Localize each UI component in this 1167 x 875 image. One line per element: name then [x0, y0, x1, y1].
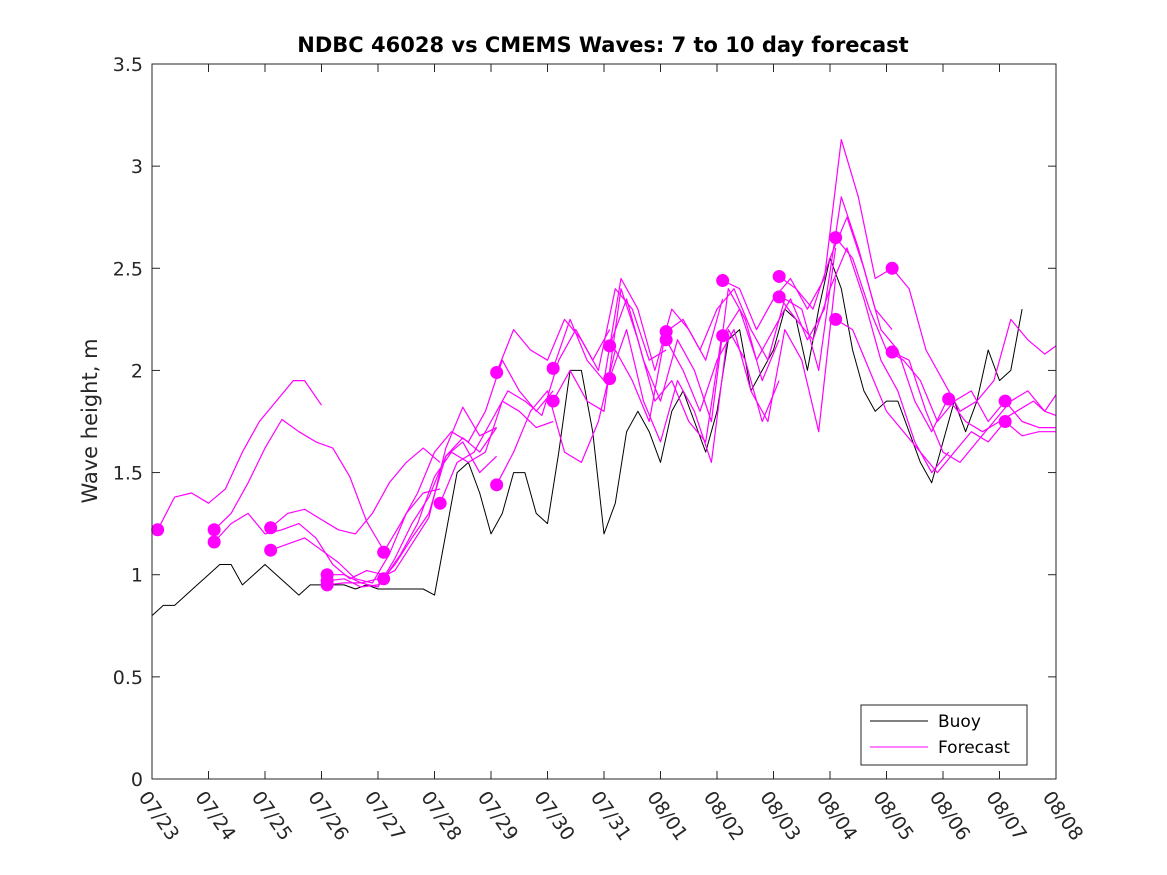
forecast-start-marker — [772, 269, 786, 283]
plot-area — [151, 63, 1057, 780]
legend-box — [860, 704, 1028, 766]
legend-forecast-label: Forecast — [938, 738, 1010, 758]
forecast-start-marker — [659, 333, 673, 347]
forecast-line-2 — [213, 418, 385, 551]
forecast-start-marker — [998, 415, 1012, 428]
legend: Buoy Forecast — [860, 704, 1028, 766]
forecast-start-marker — [885, 345, 899, 359]
forecast-start-marker — [603, 372, 617, 386]
forecast-line-9 — [383, 359, 554, 553]
forecast-series-layer — [157, 139, 1057, 588]
forecast-start-marker — [433, 496, 447, 510]
y-axis-label: Wave height, m — [78, 338, 102, 503]
forecast-start-marker — [264, 521, 278, 535]
forecast-marker-layer — [151, 231, 1012, 592]
forecast-line-18 — [665, 247, 837, 371]
forecast-start-marker — [490, 365, 504, 379]
forecast-start-marker — [151, 523, 165, 537]
forecast-start-marker — [772, 290, 786, 304]
forecast-line-22 — [778, 216, 950, 433]
forecast-start-marker — [716, 274, 730, 288]
forecast-line-5 — [270, 488, 441, 584]
y-axis: 0 0.5 1 1.5 2 2.5 3 3.5 — [113, 54, 1056, 791]
forecast-line-12 — [496, 288, 667, 373]
forecast-start-marker — [546, 394, 560, 408]
forecast-line-20 — [722, 139, 893, 331]
legend-buoy-label: Buoy — [938, 712, 981, 732]
forecast-start-marker — [829, 312, 843, 326]
y-tick-label: 1 — [131, 565, 143, 587]
forecast-start-marker — [264, 543, 278, 557]
forecast-start-marker — [829, 231, 843, 245]
forecast-line-10 — [383, 400, 554, 580]
forecast-start-marker — [320, 578, 334, 592]
y-tick-label: 3 — [131, 156, 143, 178]
y-tick-label: 1.5 — [113, 463, 143, 485]
forecast-line-27 — [891, 351, 1057, 463]
forecast-line-25 — [835, 318, 1006, 474]
forecast-start-marker — [207, 523, 221, 537]
plot-background — [152, 64, 1056, 779]
forecast-line-13 — [496, 329, 667, 486]
forecast-start-marker — [942, 392, 956, 406]
forecast-line-17 — [609, 329, 780, 463]
chart-title: NDBC 46028 vs CMEMS Waves: 7 to 10 day f… — [297, 33, 908, 57]
forecast-line-16 — [609, 288, 780, 423]
forecast-start-marker — [377, 545, 391, 559]
forecast-start-marker — [603, 339, 617, 353]
forecast-start-marker — [716, 329, 730, 343]
forecast-line-29 — [1004, 400, 1056, 429]
y-tick-label: 2 — [131, 360, 143, 382]
forecast-line-3 — [213, 512, 384, 580]
y-tick-label: 2.5 — [113, 258, 143, 280]
forecast-line-19 — [665, 278, 837, 433]
forecast-start-marker — [885, 261, 899, 275]
forecast-start-marker — [998, 394, 1012, 408]
forecast-line-4 — [270, 447, 441, 535]
forecast-line-26 — [891, 267, 1057, 412]
forecast-line-8 — [327, 406, 497, 586]
y-tick-label: 3.5 — [113, 54, 143, 76]
forecast-start-marker — [207, 535, 221, 549]
forecast-start-marker — [377, 572, 391, 586]
y-tick-label: 0.5 — [113, 667, 143, 689]
y-tick-label: 0 — [131, 769, 143, 791]
forecast-line-7 — [327, 441, 498, 588]
forecast-start-marker — [546, 361, 560, 375]
forecast-line-30 — [1004, 421, 1056, 437]
forecast-line-1 — [157, 380, 322, 531]
forecast-start-marker — [490, 478, 504, 492]
forecast-line-6 — [327, 427, 498, 588]
